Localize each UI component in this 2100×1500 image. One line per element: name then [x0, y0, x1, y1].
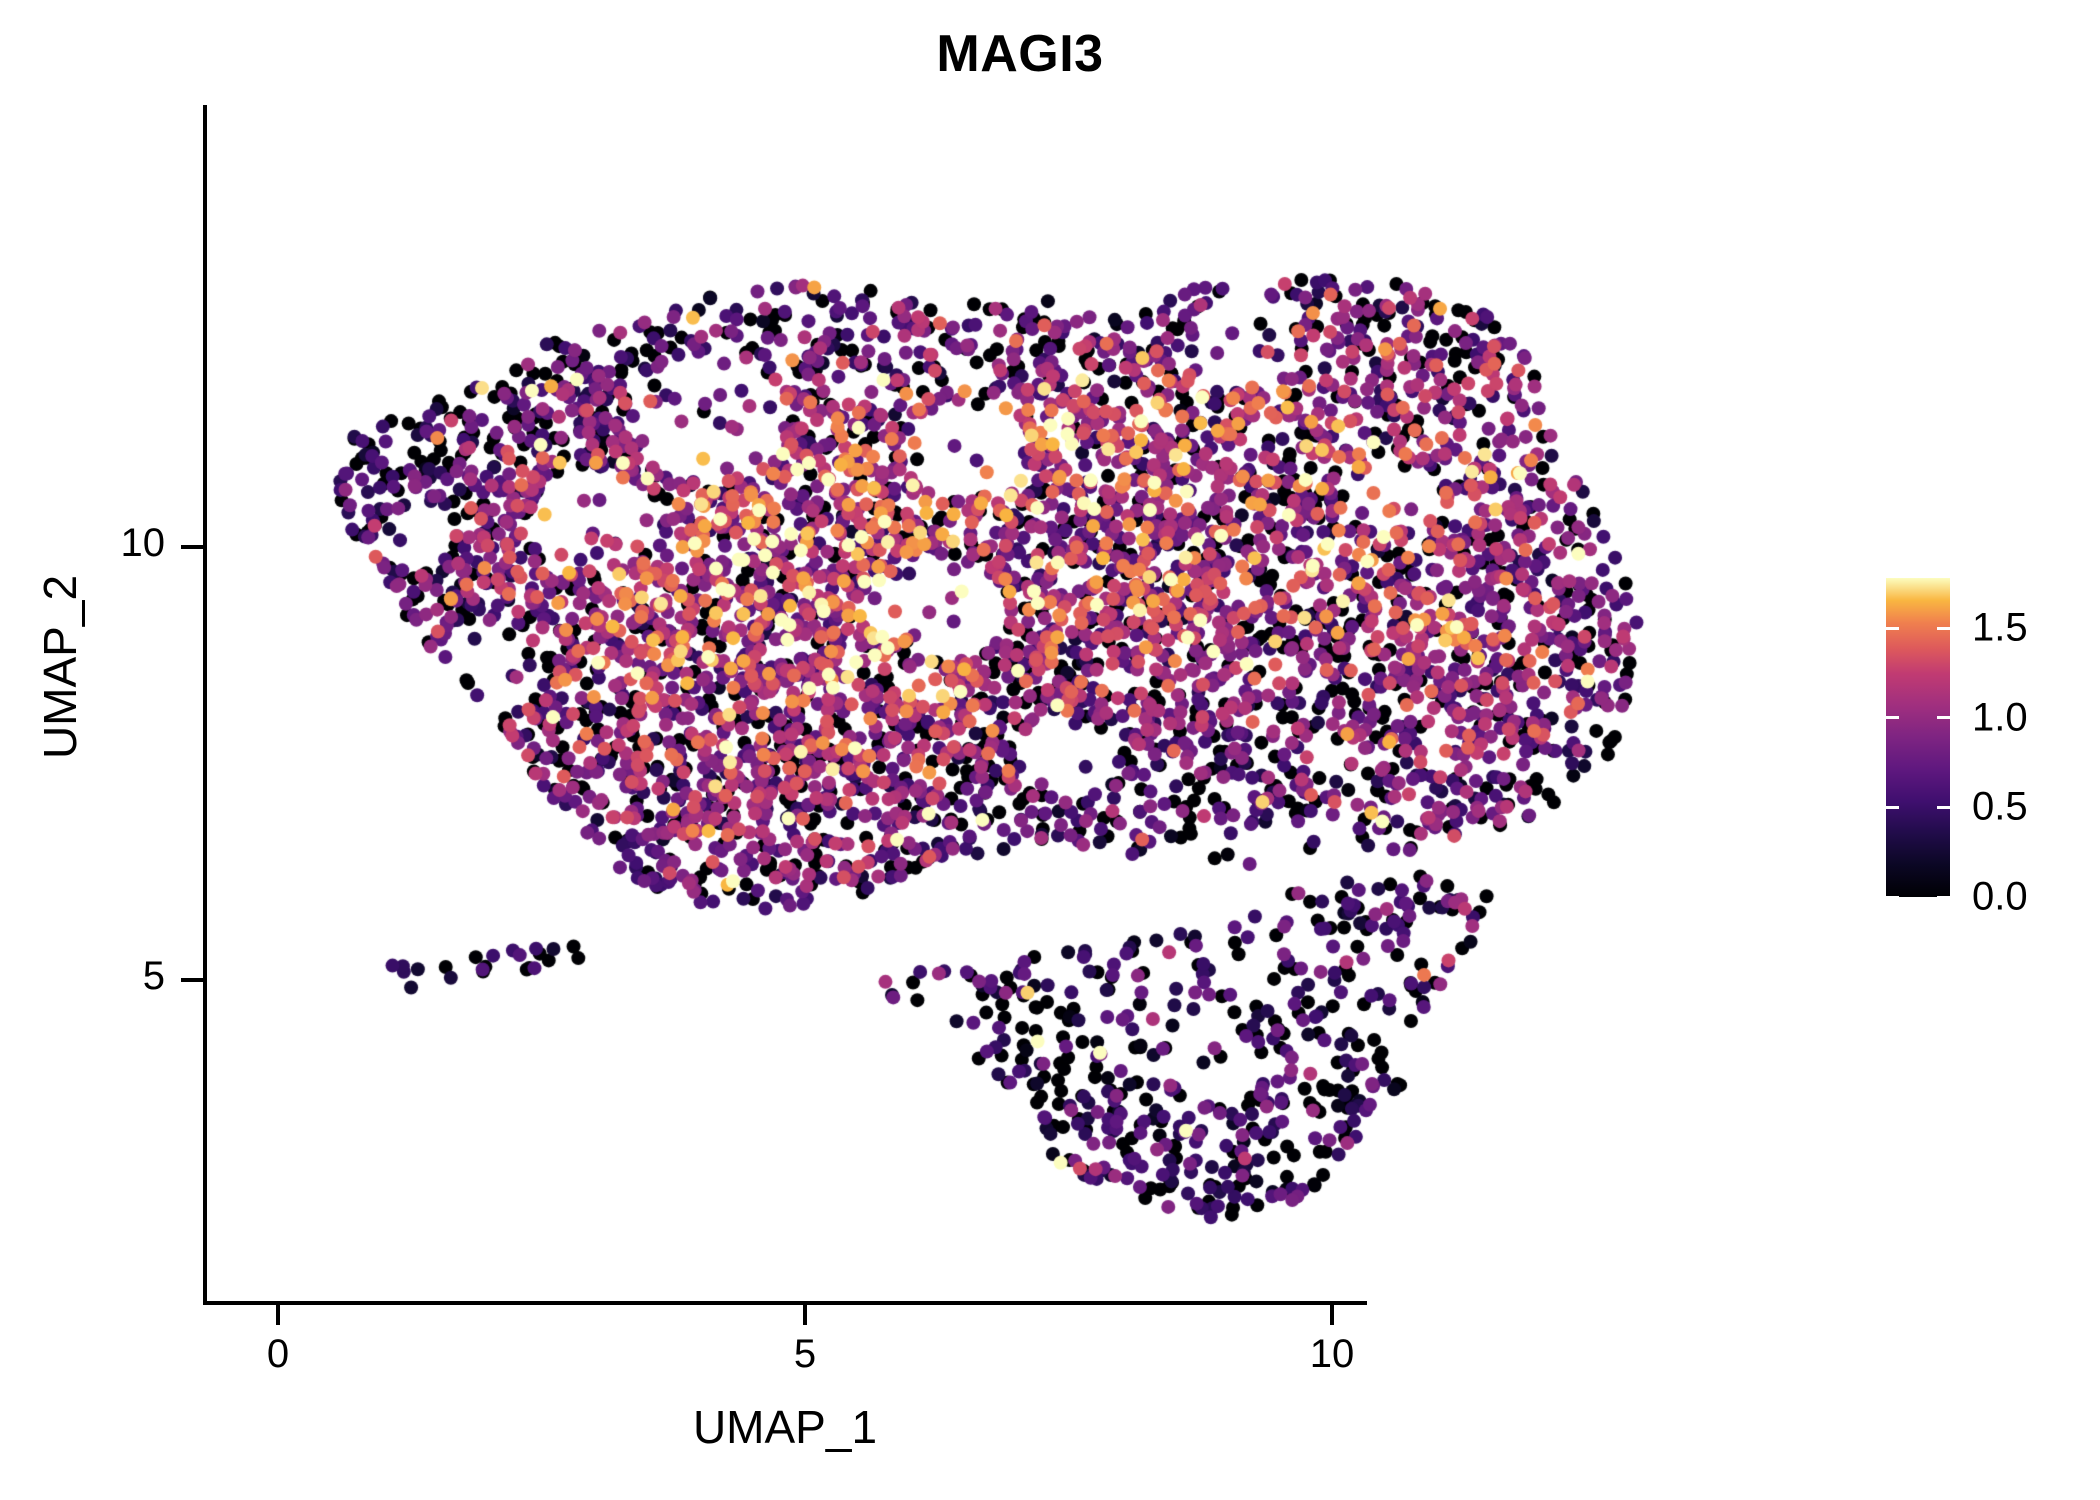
x-axis-line	[203, 1301, 1367, 1305]
legend-tick-label: 0.0	[1972, 874, 2028, 919]
x-tick-label: 10	[1309, 1332, 1355, 1376]
color-legend: 0.0 0.5 1.0 1.5	[1886, 578, 2086, 919]
legend-tick-mark	[1886, 626, 1899, 630]
legend-tick-mark	[1937, 895, 1950, 899]
y-axis-title: UMAP_2	[34, 574, 86, 760]
legend-tick-mark	[1937, 626, 1950, 630]
legend-tick-label: 1.5	[1972, 605, 2028, 650]
y-tick-mark	[181, 978, 203, 982]
x-tick-mark	[276, 1305, 280, 1325]
legend-tick-mark	[1937, 805, 1950, 809]
y-tick-mark	[181, 545, 203, 549]
y-tick-label: 10	[120, 521, 166, 565]
legend-tick-mark	[1886, 805, 1899, 809]
legend-tick-mark	[1937, 716, 1950, 720]
legend-tick-mark	[1886, 716, 1899, 720]
x-tick-mark	[1330, 1305, 1334, 1325]
legend-tick-mark	[1886, 895, 1899, 899]
x-tick-label: 0	[266, 1332, 290, 1376]
legend-tick-label: 0.5	[1972, 784, 2028, 829]
x-tick-label: 5	[793, 1332, 817, 1376]
legend-tick-label: 1.0	[1972, 695, 2028, 740]
y-axis-line	[203, 105, 207, 1305]
x-axis-title: UMAP_1	[692, 1401, 878, 1453]
y-tick-label: 5	[142, 954, 165, 998]
legend-colorbar	[1886, 578, 1950, 897]
x-tick-mark	[803, 1305, 807, 1325]
